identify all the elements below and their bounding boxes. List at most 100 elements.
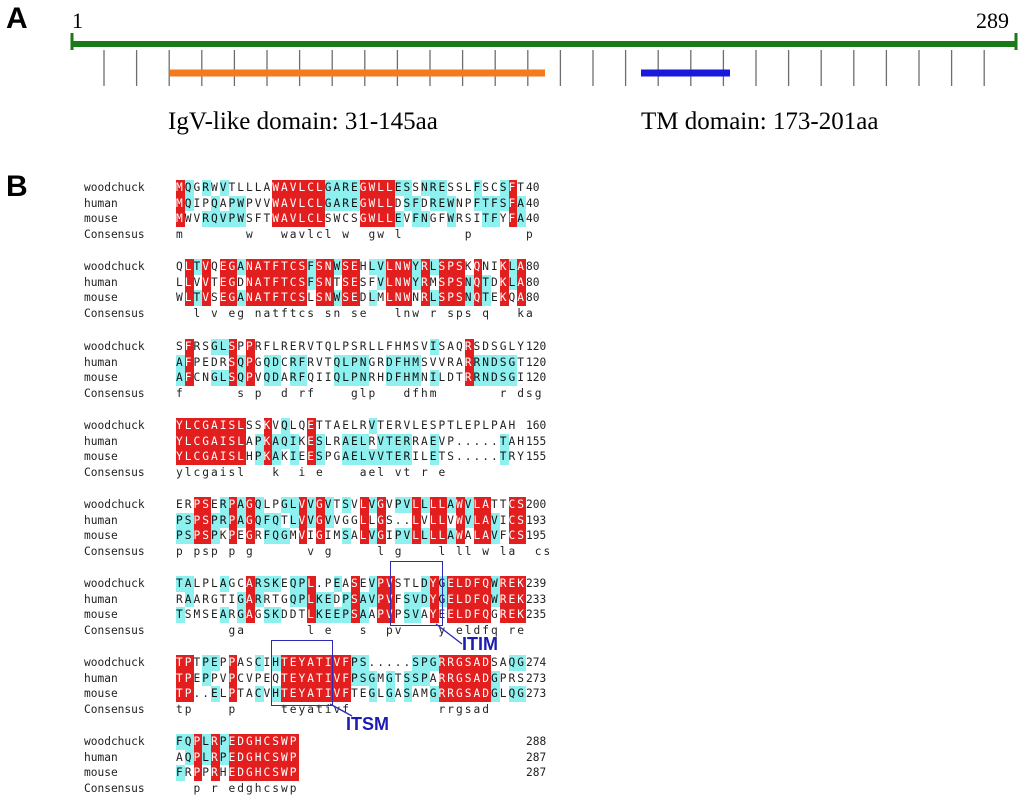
sequence-end-position: 235 bbox=[526, 608, 547, 621]
sequence-end-position: 160 bbox=[526, 419, 547, 432]
sequence-name: human bbox=[84, 592, 118, 606]
sequence-end-position: 274 bbox=[526, 656, 547, 669]
panel-b-label: B bbox=[6, 170, 28, 203]
sequence-name: Consensus bbox=[84, 781, 145, 795]
sequence-end-position: 80 bbox=[526, 260, 540, 273]
sequence-name: human bbox=[84, 275, 118, 289]
sequence-name: woodchuck bbox=[84, 656, 145, 669]
sequence-end-position: 288 bbox=[526, 735, 547, 748]
tm-domain-caption: TM domain: 173-201aa bbox=[641, 108, 879, 135]
sequence-end-position: 193 bbox=[526, 513, 547, 527]
sequence-end-position: 239 bbox=[526, 577, 547, 590]
sequence-name: woodchuck bbox=[84, 735, 145, 748]
sequence-name: woodchuck bbox=[84, 181, 145, 194]
sequence-name: woodchuck bbox=[84, 340, 145, 353]
panel-a-label: A bbox=[6, 2, 28, 35]
domain-map-start-label: 1 bbox=[72, 8, 83, 33]
domain-map bbox=[70, 33, 1018, 86]
itsm-motif-box bbox=[271, 640, 333, 706]
sequence-name: woodchuck bbox=[84, 498, 145, 511]
sequence-end-position: 273 bbox=[526, 671, 547, 685]
sequence-end-position: 287 bbox=[526, 766, 547, 779]
domain-map-ticks bbox=[103, 50, 985, 86]
sequence-name: mouse bbox=[84, 291, 118, 304]
itim-label: ITIM bbox=[462, 634, 498, 654]
sequence-end-position: 233 bbox=[526, 592, 547, 606]
sequence-end-position: 200 bbox=[526, 498, 547, 511]
sequence-end-position: 120 bbox=[526, 371, 547, 384]
sequence-name: woodchuck bbox=[84, 577, 145, 590]
sequence-name: Consensus bbox=[84, 465, 145, 479]
sequence-name: human bbox=[84, 671, 118, 685]
sequence-name: Consensus bbox=[84, 623, 145, 637]
sequence-end-position: 120 bbox=[526, 355, 547, 369]
sequence-name: mouse bbox=[84, 766, 118, 779]
sequence-name: mouse bbox=[84, 687, 118, 700]
sequence-name: human bbox=[84, 196, 118, 210]
sequence-name: human bbox=[84, 355, 118, 369]
sequence-name: woodchuck bbox=[84, 419, 145, 432]
sequence-name: Consensus bbox=[84, 227, 145, 241]
sequence-name: Consensus bbox=[84, 306, 145, 320]
sequence-end-position: 40 bbox=[526, 212, 540, 225]
sequence-name: human bbox=[84, 434, 118, 448]
sequence-end-position: 80 bbox=[526, 291, 540, 304]
sequence-end-position: 40 bbox=[526, 196, 540, 210]
sequence-name: human bbox=[84, 750, 118, 764]
igv-domain-caption: IgV-like domain: 31-145aa bbox=[168, 108, 438, 135]
sequence-end-position: 155 bbox=[526, 450, 547, 463]
sequence-name: mouse bbox=[84, 608, 118, 621]
itim-motif-box bbox=[390, 561, 443, 626]
sequence-end-position: 287 bbox=[526, 750, 547, 764]
sequence-name: Consensus bbox=[84, 544, 145, 558]
sequence-name: mouse bbox=[84, 371, 118, 384]
sequence-end-position: 40 bbox=[526, 181, 540, 194]
sequence-name: mouse bbox=[84, 212, 118, 225]
sequence-name: Consensus bbox=[84, 386, 145, 400]
sequence-name: mouse bbox=[84, 450, 118, 463]
sequence-end-position: 195 bbox=[526, 529, 547, 542]
sequence-end-position: 155 bbox=[526, 434, 547, 448]
sequence-name: human bbox=[84, 513, 118, 527]
domain-map-end-label: 289 bbox=[976, 8, 1009, 33]
sequence-name: Consensus bbox=[84, 702, 145, 716]
sequence-end-position: 273 bbox=[526, 687, 547, 700]
sequence-name: woodchuck bbox=[84, 260, 145, 273]
sequence-end-position: 120 bbox=[526, 340, 547, 353]
sequence-name: mouse bbox=[84, 529, 118, 542]
sequence-end-position: 80 bbox=[526, 275, 540, 289]
